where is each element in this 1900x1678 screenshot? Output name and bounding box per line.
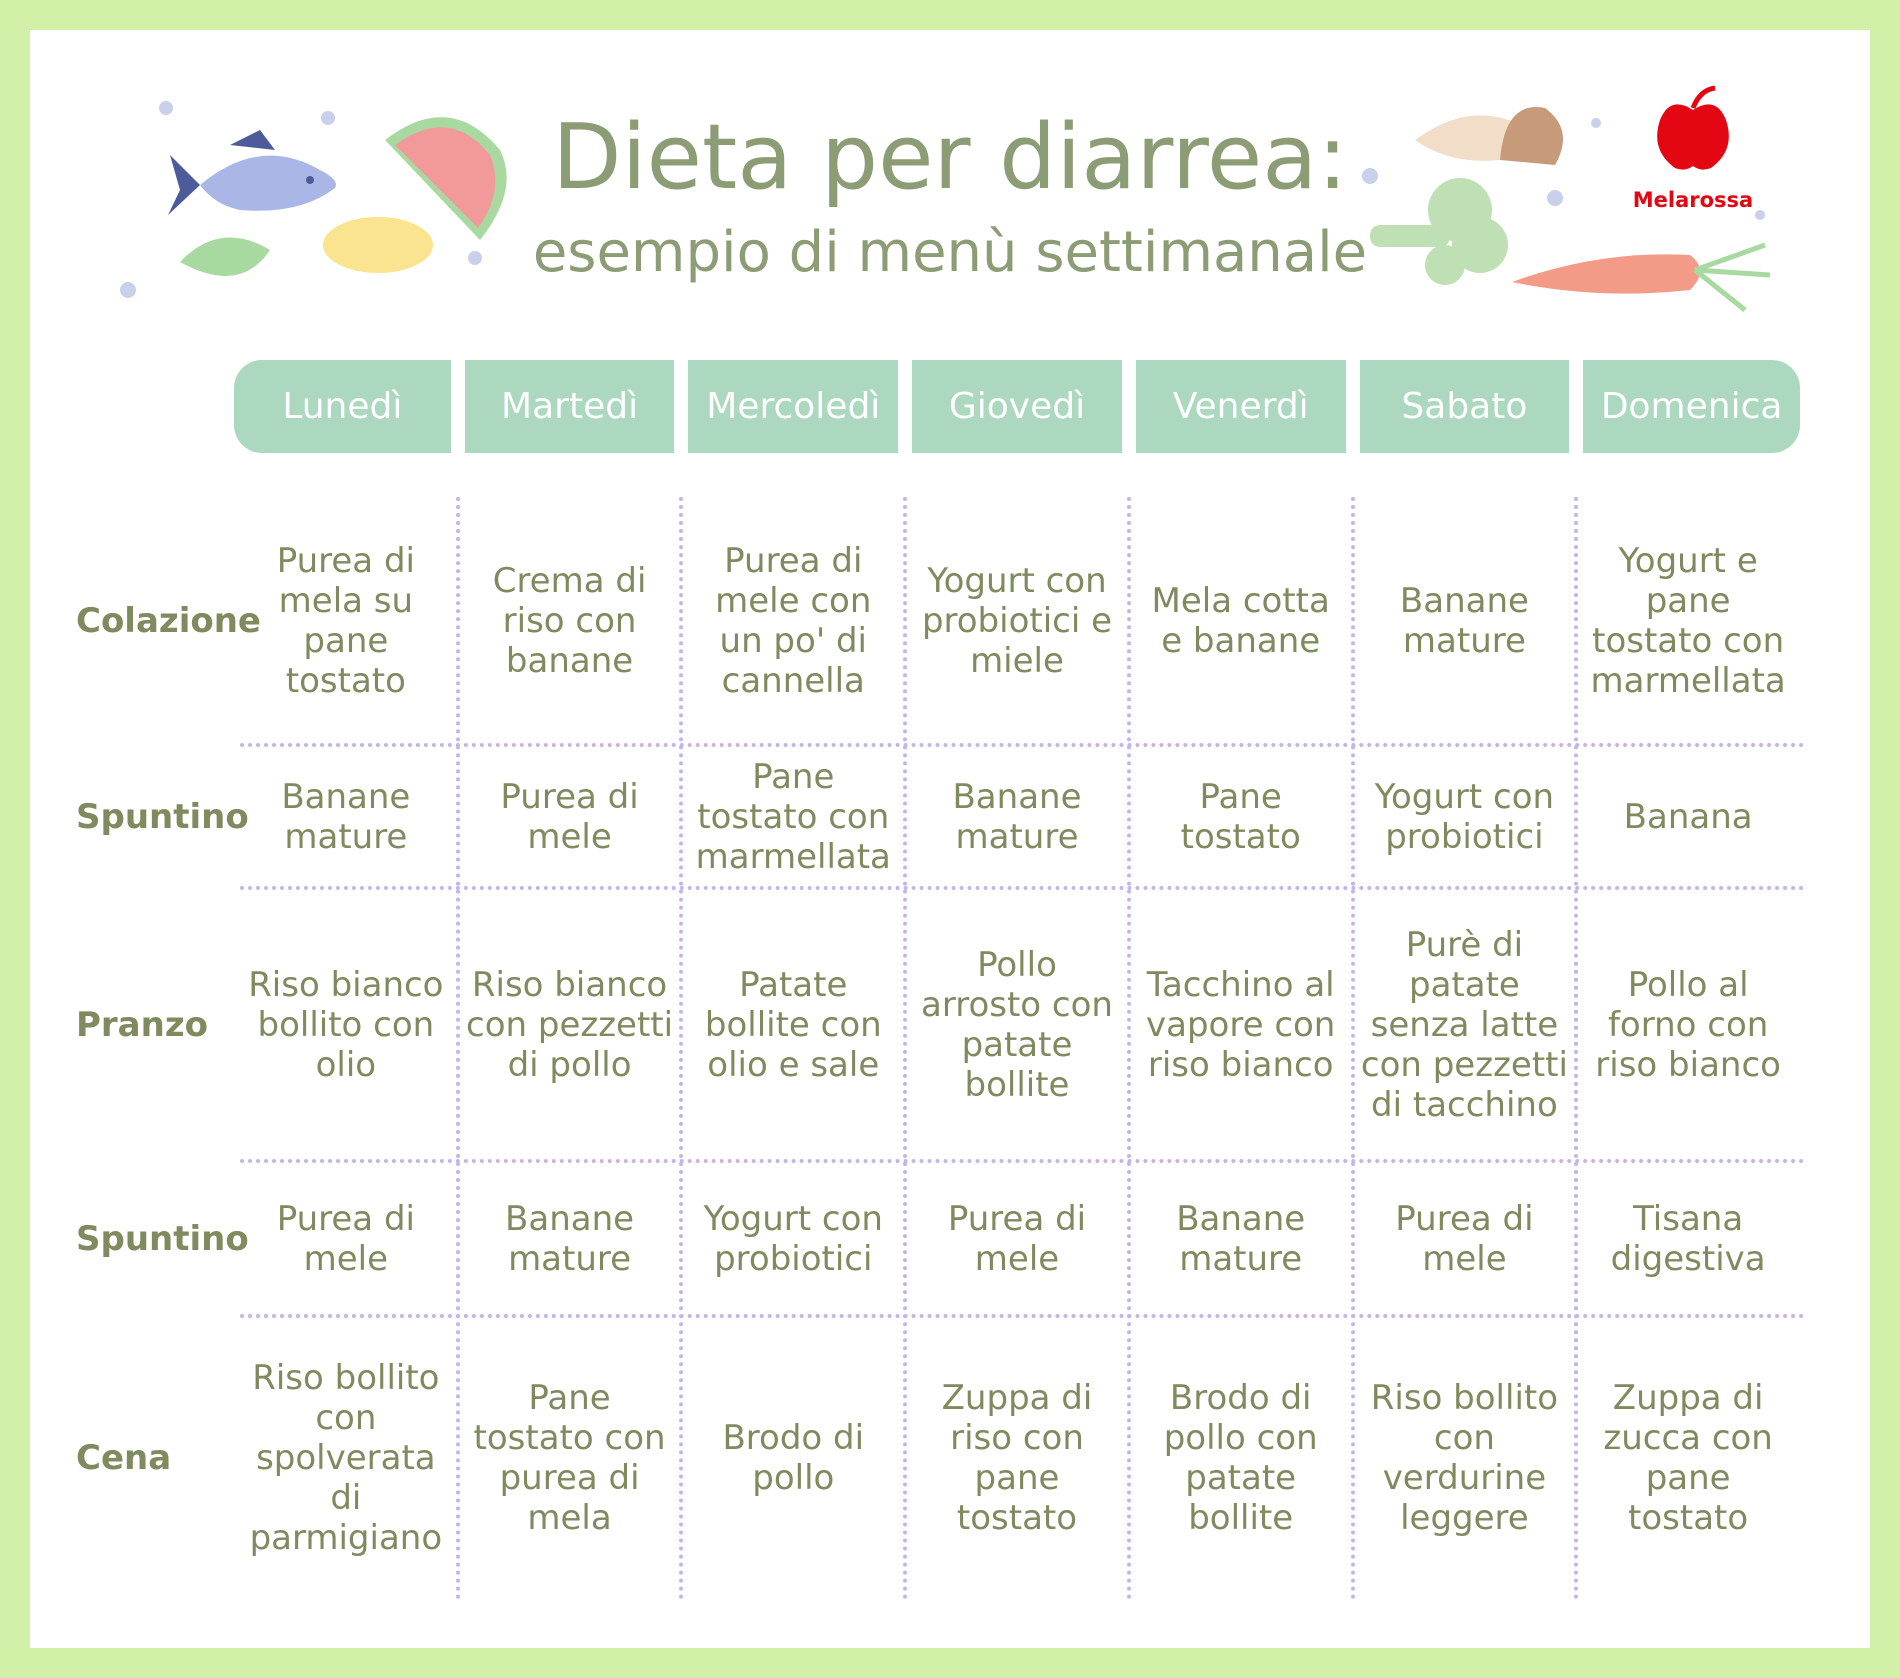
menu-cell: Tisana digestiva [1610,1198,1766,1279]
menu-cell: Purè di patate senza latte con pezzetti … [1360,924,1568,1125]
day-header: Lunedì [234,360,451,453]
menu-cell: Riso bianco con pezzetti di pollo [466,964,674,1085]
menu-cell: Banane mature [952,776,1082,857]
menu-cell: Zuppa di riso con pane tostato [941,1378,1093,1538]
day-header: Venerdì [1135,360,1346,453]
column-divider [1574,497,1579,1600]
logo-apple [1657,85,1729,170]
menu-cell: Purea di mele [276,1198,415,1279]
meal-label: Colazione [76,601,261,641]
row-divider [240,743,1805,747]
meal-label: Spuntino [76,796,249,837]
menu-cell: Banane mature [1176,1198,1306,1279]
fish [168,130,336,215]
row-divider [240,1314,1805,1318]
meal-label: Cena [76,1438,172,1478]
menu-cell: Pane tostato con purea di mela [473,1378,666,1538]
row-divider [240,886,1805,890]
menu-cell: Banana [1623,796,1753,837]
menu-cell: Banane mature [505,1198,635,1279]
menu-cell: Yogurt con probiotici e miele [921,561,1113,681]
day-header: Sabato [1359,360,1570,453]
column-divider [1126,497,1131,1600]
carrot [1512,242,1771,312]
column-divider [679,497,684,1600]
column-divider [1350,497,1355,1600]
menu-cell: Yogurt con probiotici [1374,776,1555,857]
menu-cell: Pane tostato [1180,776,1301,857]
menu-cell: Riso bianco bollito con olio [248,964,444,1085]
panel [30,30,1870,1648]
subtitle: esempio di menù settimanale [532,220,1368,285]
column-divider [903,497,908,1600]
menu-cell: Purea di mele [947,1198,1087,1279]
menu-cell: Riso bollito con spolverata di parmigian… [249,1358,443,1558]
menu-cell: Brodo di pollo [722,1418,865,1498]
mushroom [1415,107,1563,165]
day-header: Giovedì [912,360,1122,453]
row-divider [240,1159,1805,1163]
menu-cell: Purea di mela su pane tostato [276,541,415,701]
menu-cell: Yogurt e pane tostato con marmellata [1590,541,1786,701]
menu-cell: Banane mature [281,776,411,857]
menu-cell: Yogurt con probiotici [703,1198,883,1279]
logo-text: Melarossa [1633,188,1753,212]
menu-cell: Purea di mele [500,776,639,857]
menu-cell: Brodo di pollo con patate bollite [1163,1378,1318,1538]
title: Dieta per diarrea: [552,105,1348,210]
menu-cell: Purea di mele con un po' di cannella [715,541,872,701]
menu-cell: Banane mature [1399,581,1529,661]
menu-cell: Pane tostato con marmellata [695,756,891,877]
menu-cell: Tacchino al vapore con riso bianco [1146,964,1336,1085]
menu-cell: Patate bollite con olio e sale [704,964,882,1085]
broccoli [1370,178,1508,285]
leaf [180,237,270,276]
meal-label: Spuntino [76,1218,249,1259]
menu-cell: Crema di riso con banane [492,561,647,681]
day-header: Martedì [464,360,675,453]
menu-cell: Pollo arrosto con patate bollite [921,944,1113,1105]
lemon [323,217,433,273]
menu-cell: Pollo al forno con riso bianco [1595,964,1781,1085]
menu-cell: Mela cotta e banane [1151,581,1330,661]
column-divider [455,497,460,1600]
day-header: Mercoledì [688,360,899,453]
meal-label: Pranzo [76,1004,208,1045]
watermelon [385,117,507,240]
menu-cell: Zuppa di zucca con pane tostato [1603,1378,1773,1538]
menu-cell: Riso bollito con verdurine leggere [1370,1378,1559,1538]
menu-cell: Purea di mele [1395,1198,1534,1279]
day-header: Domenica [1583,360,1800,453]
